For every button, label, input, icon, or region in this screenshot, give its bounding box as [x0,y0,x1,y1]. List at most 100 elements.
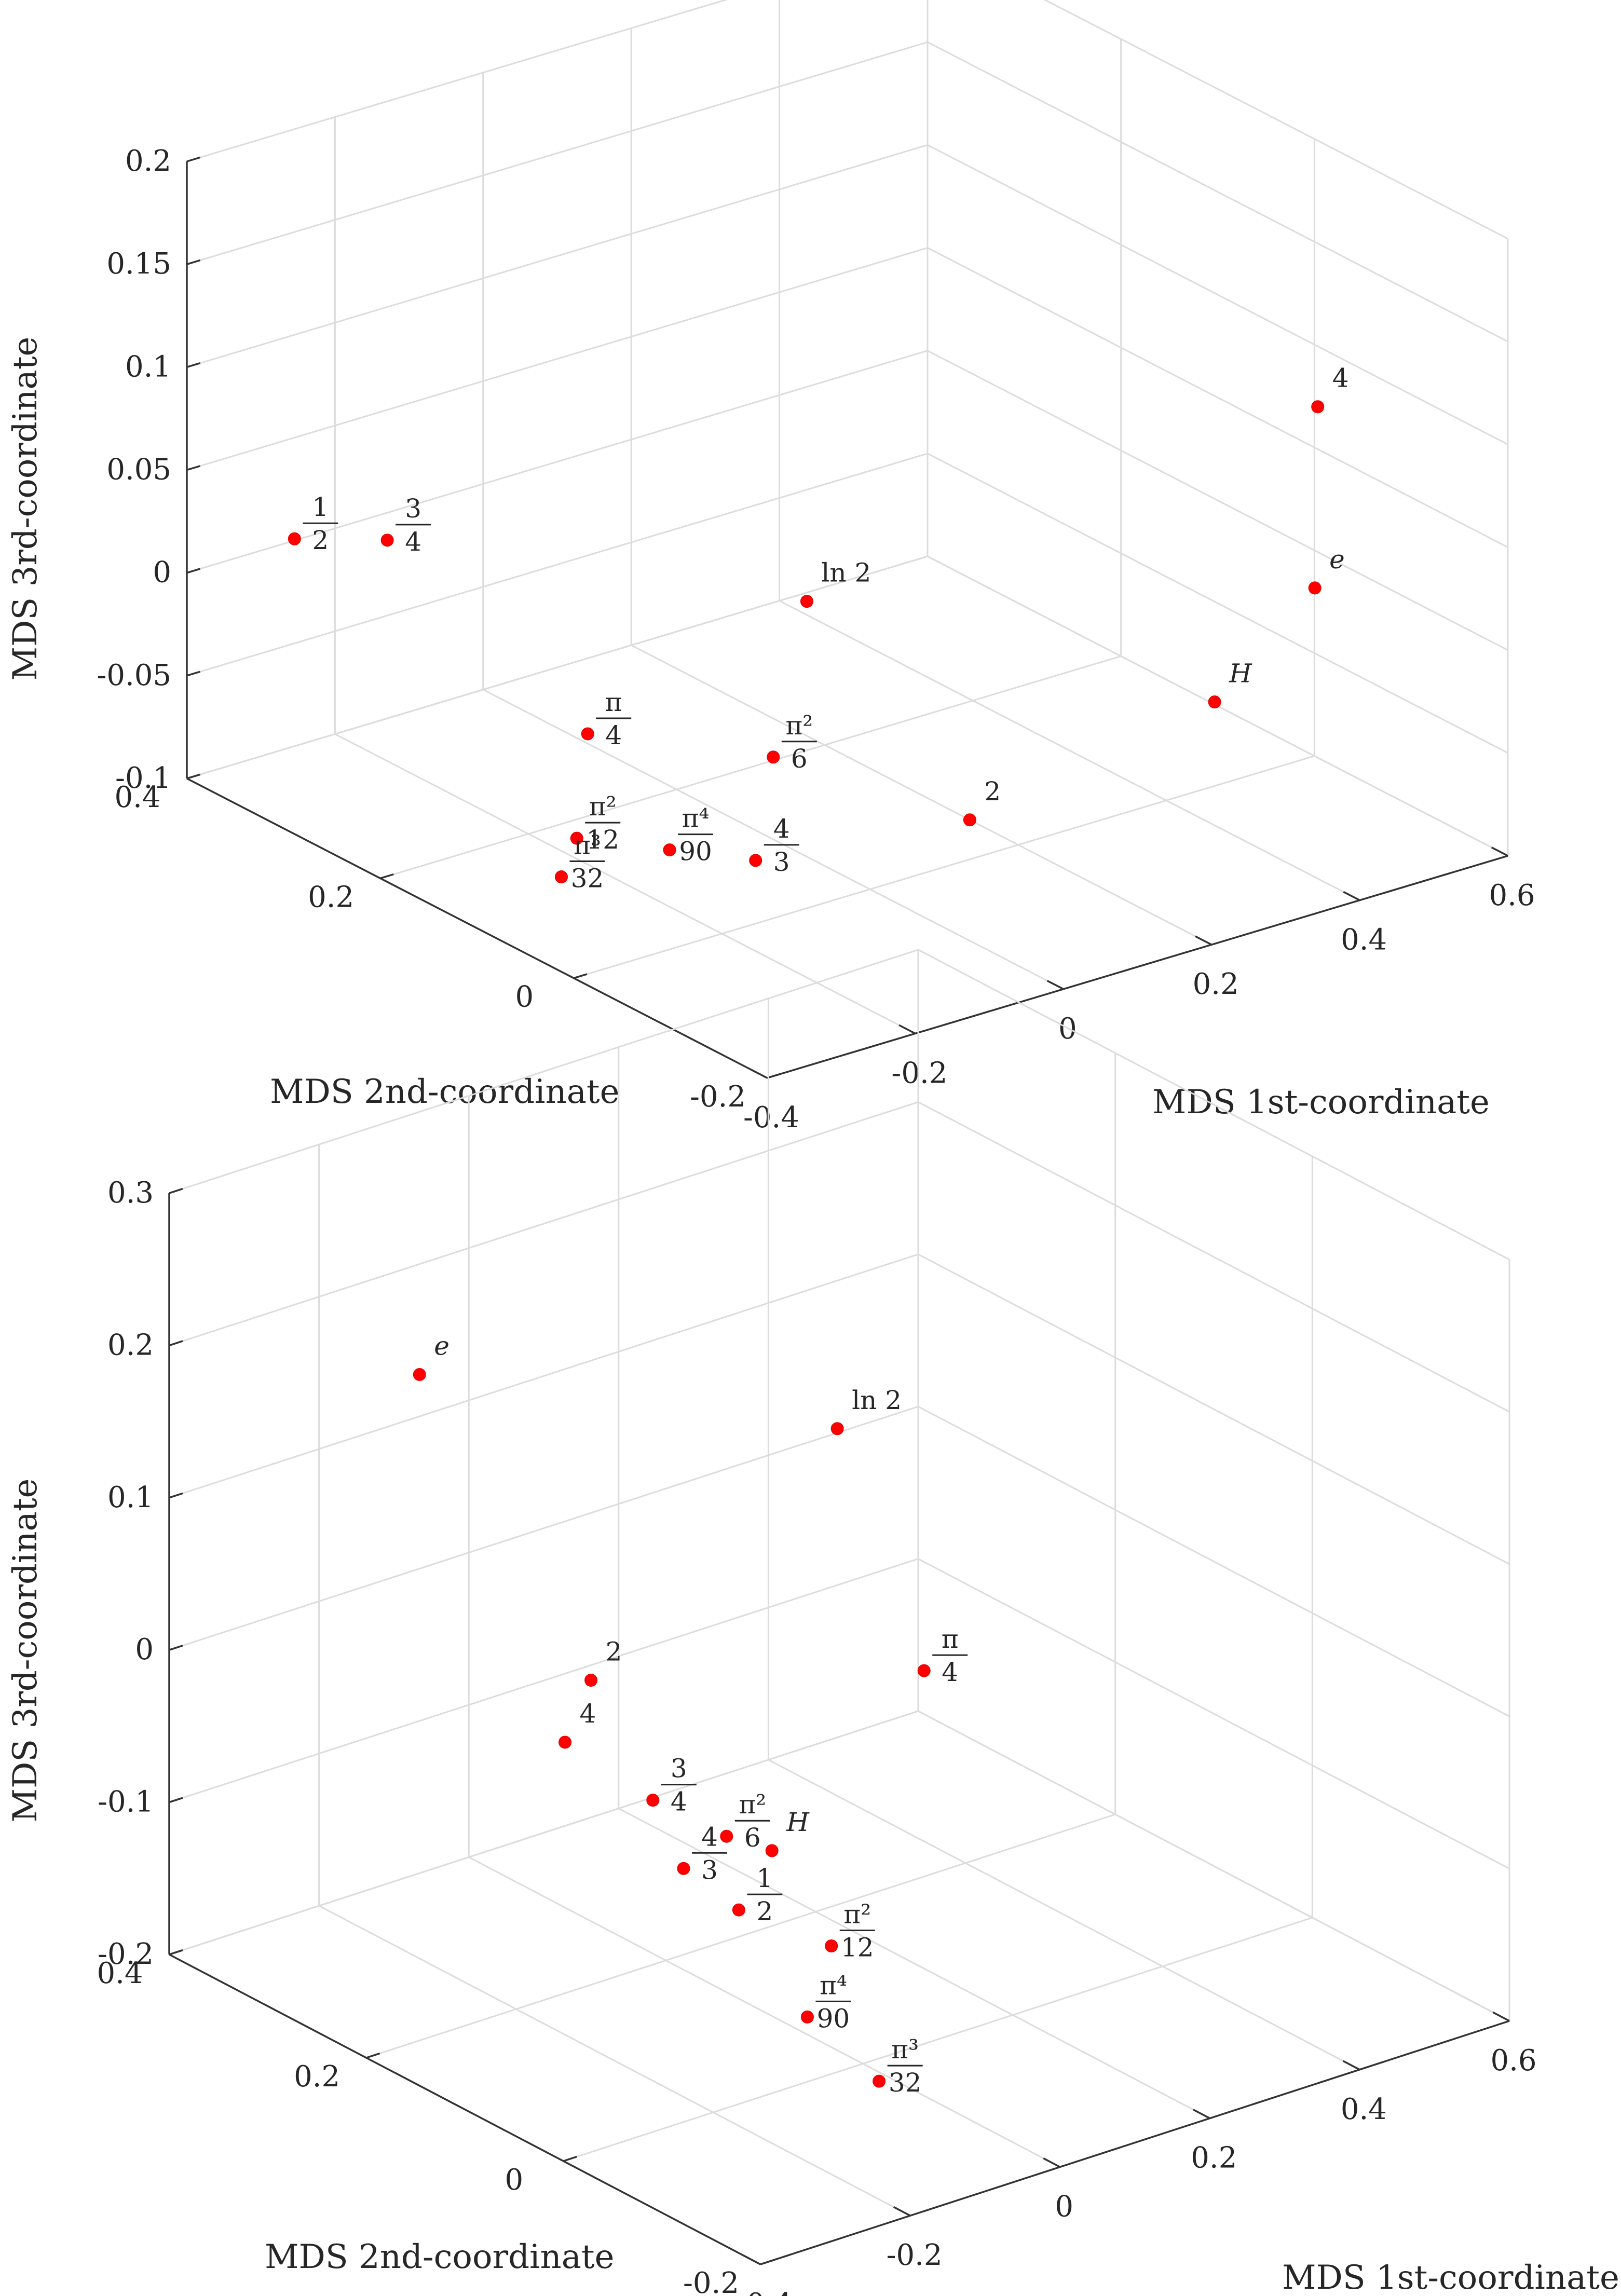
x-tick-label: 0.2 [1193,967,1239,1001]
x-tick-label: 0.4 [1341,923,1387,957]
z-tick-label: 0.2 [125,144,171,178]
point-label: 34 [661,1754,697,1817]
y-tick-mark [380,873,394,880]
label-numerator: 3 [671,1754,687,1784]
label-text: H [1229,659,1252,689]
x-tick-mark [1193,2109,1210,2120]
data-point [646,1794,660,1807]
grid-line [334,733,916,1034]
data-point [732,1903,745,1917]
point-label: ln 2 [821,558,871,588]
y-tick-label: 0.2 [294,2060,340,2094]
label-numerator: π² [739,1789,766,1820]
x-tick-mark [1342,2060,1360,2071]
grid-line [927,144,1508,445]
point-label: π²6 [781,710,817,774]
x-tick-mark [1195,935,1213,946]
axes [168,1193,1510,2265]
y-tick-label: -0.2 [690,1080,746,1114]
point-label: 34 [396,494,431,557]
z-axis-title: MDS 3rd-coordinate [6,1479,45,1823]
label-denominator: 2 [756,1896,773,1926]
x-axis-line [767,855,1508,1079]
grid-line [186,247,928,471]
data-point [1308,581,1322,595]
x-tick-label: 0.6 [1489,879,1535,912]
grid-line [468,1856,1060,2168]
y-axis-title: MDS 2nd-coordinate [265,2238,614,2276]
z-tick-mark [169,1187,183,1194]
grid-line [768,1759,1360,2071]
x-axis-line [760,2020,1510,2265]
label-numerator: π² [589,791,617,822]
point-label: H [1229,659,1252,689]
grid-line [631,644,1212,946]
grid-lines [186,0,1509,1079]
label-denominator: 32 [889,2068,922,2098]
y-axis-line [186,777,768,1079]
label-numerator: π² [785,710,813,741]
z-axis-title: MDS 3rd-coordinate [6,337,45,681]
label-numerator: 1 [312,492,329,522]
grid-line [927,41,1508,343]
label-denominator: 3 [773,847,790,877]
grid-line [380,655,1122,879]
point-label: 4 [1332,363,1349,393]
chart-bottom: -0.4-0.200.20.40.6-0.200.20.4-0.2-0.100.… [6,949,1619,2296]
grid-line [918,1710,1510,2022]
grid-line [186,0,728,162]
chart-top: -0.4-0.200.20.40.6-0.200.20.4-0.1-0.0500… [6,0,1535,1135]
z-tick-mark [186,259,201,265]
point-label: 12 [303,492,338,555]
label-denominator: 90 [679,837,712,867]
x-tick-label: 0.4 [1341,2093,1387,2126]
point-label: 43 [764,814,799,877]
grid-line [169,1405,919,1651]
label-numerator: 4 [701,1822,718,1852]
ticks: -0.4-0.200.20.40.6-0.200.20.4-0.1-0.0500… [97,144,1535,1135]
grid-line [618,1808,1210,2119]
label-denominator: 4 [671,1787,687,1817]
y-axis-title: MDS 2nd-coordinate [270,1073,619,1111]
label-numerator: π² [843,1899,871,1930]
label-denominator: 12 [586,825,619,855]
grid-line [186,144,928,368]
grid-line [169,949,919,1194]
grid-line [927,453,1508,754]
label-denominator: 4 [605,720,622,750]
point-label: 4 [580,1699,596,1729]
data-point [380,534,394,547]
grid-lines [168,949,1510,2265]
label-denominator: 12 [841,1933,874,1963]
grid-line [927,350,1508,651]
y-tick-mark [767,1073,781,1079]
z-tick-mark [169,1949,183,1956]
label-numerator: π⁴ [820,1970,847,2000]
grid-line [927,247,1508,548]
x-tick-mark [893,2206,911,2217]
grid-line [918,1101,1510,1413]
z-tick-mark [169,1645,183,1651]
point-label: 12 [747,1863,783,1926]
data-point [555,870,568,884]
ticks: -0.4-0.200.20.40.6-0.200.20.4-0.2-0.100.… [97,1176,1536,2296]
point-label: 2 [606,1637,622,1667]
z-tick-label: 0.05 [106,453,171,487]
x-axis-title: MDS 1st-coordinate [1282,2259,1619,2296]
grid-line [186,41,928,265]
x-tick-mark [898,1024,916,1034]
label-numerator: 1 [756,1863,773,1893]
data-point [570,831,583,845]
grid-line [366,1813,1116,2059]
z-tick-mark [169,1340,183,1347]
label-numerator: π³ [574,830,601,860]
z-tick-label: 0.1 [125,350,171,384]
z-tick-mark [169,1492,183,1499]
grid-line [918,1253,1510,1565]
point-label: 2 [984,776,1001,807]
data-point [765,1844,779,1857]
